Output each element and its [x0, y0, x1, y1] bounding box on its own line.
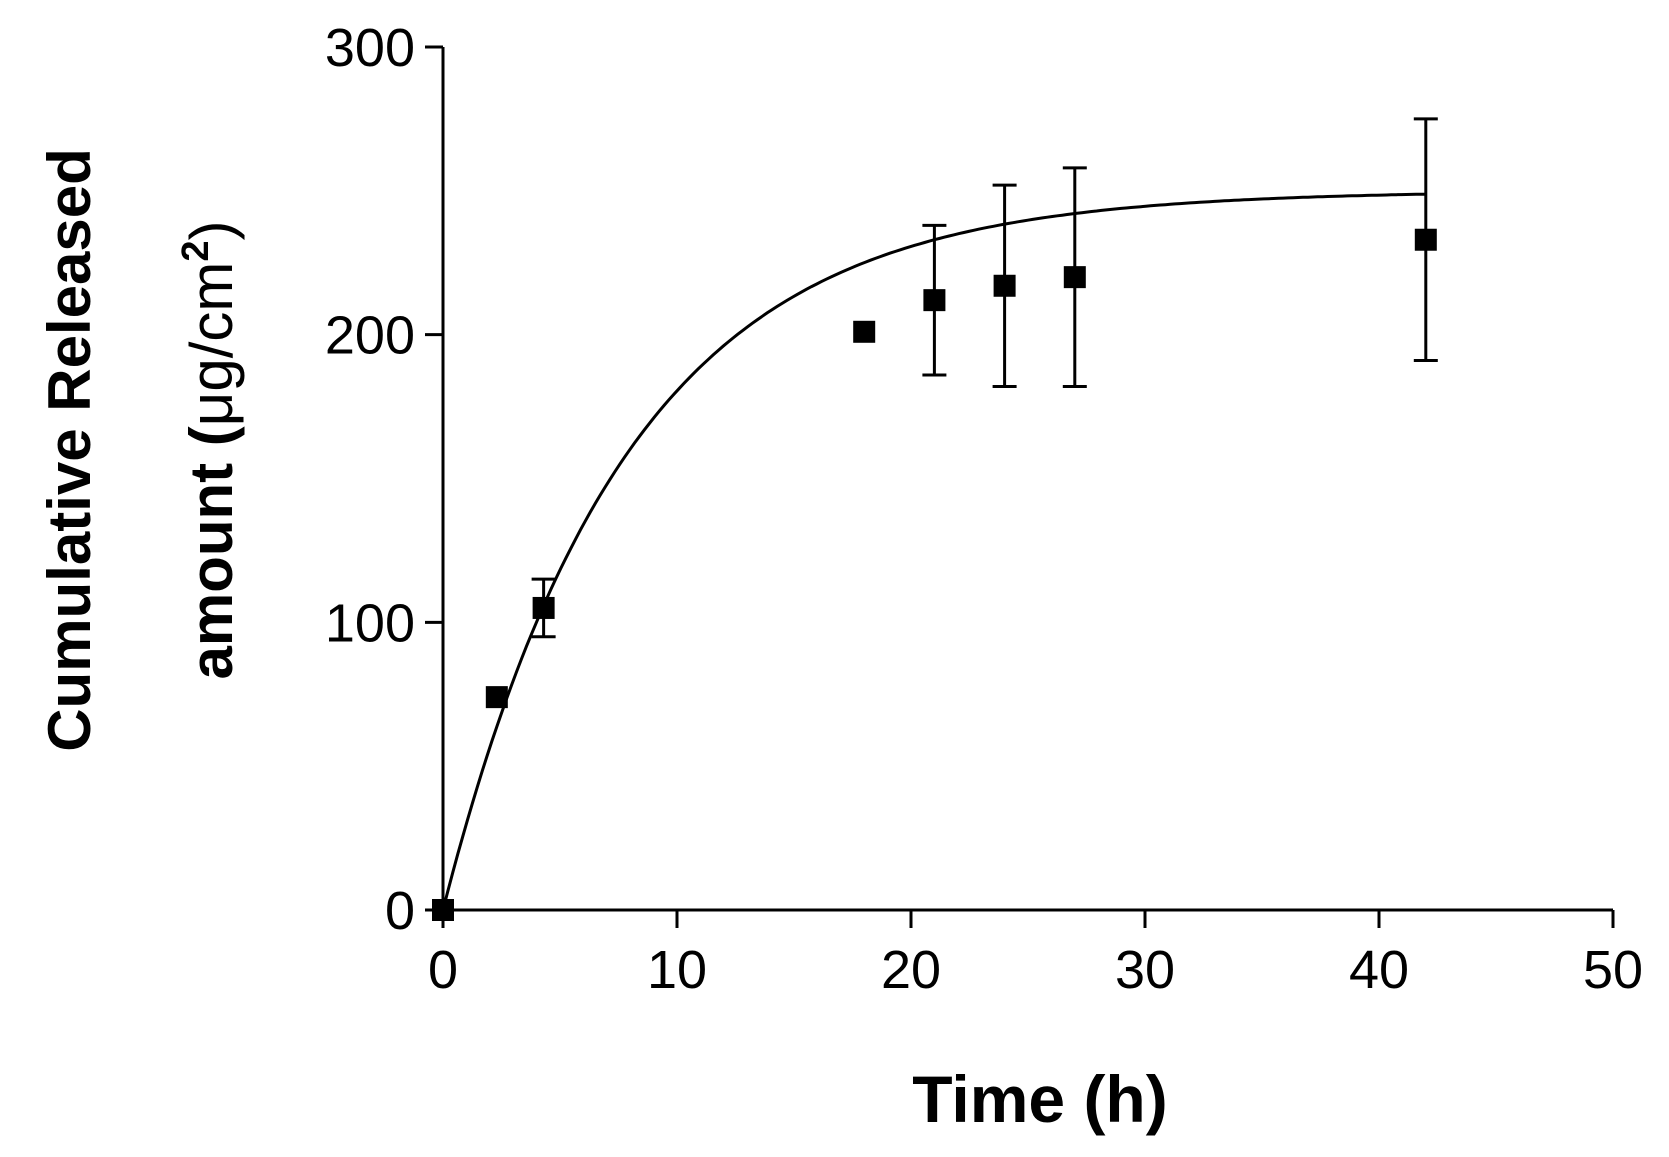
- y-axis-title: Cumulative Released: [36, 148, 103, 752]
- data-point: [853, 320, 876, 343]
- y-axis-title-unit: μg/cm: [178, 262, 245, 427]
- x-axis-title: Time (h): [912, 1062, 1167, 1136]
- x-tick-label: 40: [1349, 940, 1409, 1000]
- data-point: [993, 274, 1016, 297]
- x-tick-label: 30: [1115, 940, 1175, 1000]
- y-axis-title-line1: Cumulative Released: [36, 148, 103, 752]
- x-tick-label: 10: [647, 940, 707, 1000]
- y-axis-title-prefix: amount (: [178, 426, 245, 679]
- data-point: [923, 289, 946, 312]
- x-axis-ticks: 0 10 20 30 40 50: [428, 910, 1643, 1000]
- y-axis-title-suffix: ): [178, 220, 245, 240]
- y-axis-title-sup: 2: [175, 240, 217, 261]
- data-point: [485, 686, 508, 709]
- x-tick-label: 50: [1583, 940, 1643, 1000]
- data-point: [1063, 266, 1086, 289]
- y-tick-label: 200: [325, 306, 415, 366]
- y-tick-label: 100: [325, 593, 415, 653]
- y-axis-title-2: amount (μg/cm2): [175, 220, 245, 679]
- x-tick-label: 20: [881, 940, 941, 1000]
- x-tick-label: 0: [428, 940, 458, 1000]
- data-points: [432, 228, 1437, 921]
- y-tick-label: 0: [385, 881, 415, 941]
- y-axis-ticks: 0 100 200 300: [325, 18, 443, 941]
- y-axis-title-line2: amount (μg/cm2): [175, 220, 245, 679]
- data-point: [532, 596, 555, 619]
- y-tick-label: 300: [325, 18, 415, 78]
- data-point: [1414, 228, 1437, 251]
- data-point: [432, 899, 454, 921]
- axes: [441, 47, 1613, 912]
